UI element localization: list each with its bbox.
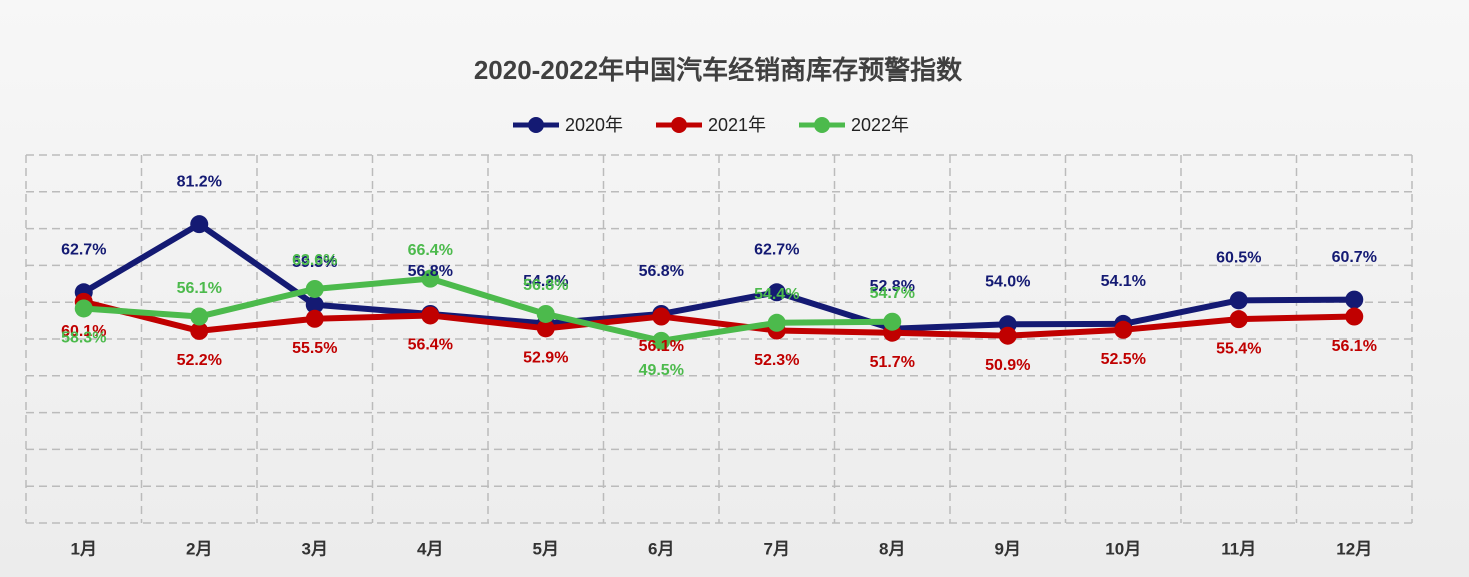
- data-label: 52.9%: [523, 350, 568, 367]
- data-label: 56.8%: [523, 277, 568, 294]
- x-tick-label: 3月: [302, 539, 328, 558]
- data-point: [1229, 310, 1248, 329]
- data-point: [767, 313, 786, 332]
- data-label: 52.8%: [870, 278, 915, 295]
- data-point: [1114, 320, 1133, 339]
- x-tick-label: 8月: [879, 539, 905, 558]
- data-label: 55.5%: [292, 340, 337, 357]
- legend-marker: [814, 117, 830, 133]
- data-point: [305, 295, 324, 314]
- data-label: 52.3%: [754, 352, 799, 369]
- x-tick-label: 10月: [1105, 539, 1141, 558]
- x-tick-label: 7月: [764, 539, 790, 558]
- legend-marker: [671, 117, 687, 133]
- data-label: 63.6%: [292, 252, 337, 269]
- data-point: [652, 307, 671, 326]
- data-label: 56.8%: [408, 263, 453, 280]
- data-point: [1345, 307, 1364, 326]
- series-line: [83, 275, 893, 344]
- legend-label: 2021年: [708, 115, 766, 135]
- data-point: [190, 307, 209, 326]
- data-label: 52.2%: [177, 352, 222, 369]
- x-tick-label: 12月: [1336, 539, 1372, 558]
- x-tick-label: 6月: [648, 539, 674, 558]
- data-point: [883, 312, 902, 331]
- data-label: 62.7%: [754, 241, 799, 258]
- data-point: [305, 309, 324, 328]
- legend-marker: [528, 117, 544, 133]
- legend-label: 2020年: [565, 115, 623, 135]
- x-tick-label: 4月: [417, 539, 443, 558]
- data-label: 58.3%: [61, 330, 106, 347]
- data-label: 60.5%: [1216, 250, 1261, 267]
- data-label: 49.5%: [639, 362, 684, 379]
- chart-title: 2020-2022年中国汽车经销商库存预警指数: [474, 55, 963, 85]
- x-tick-label: 2月: [186, 539, 212, 558]
- data-label: 60.1%: [61, 323, 106, 340]
- data-label: 55.4%: [1216, 340, 1261, 357]
- data-label: 54.0%: [985, 273, 1030, 290]
- data-point: [421, 269, 440, 288]
- data-label: 52.5%: [1101, 351, 1146, 368]
- data-label: 56.1%: [639, 338, 684, 355]
- data-label: 66.4%: [408, 242, 453, 259]
- data-point: [998, 326, 1017, 345]
- data-point: [1345, 290, 1364, 309]
- data-point: [421, 306, 440, 325]
- data-label: 54.2%: [523, 273, 568, 290]
- series-line: [83, 298, 1355, 339]
- data-point: [767, 283, 786, 302]
- data-label: 56.4%: [408, 337, 453, 354]
- data-point: [190, 321, 209, 340]
- data-point: [305, 279, 324, 298]
- data-point: [536, 319, 555, 338]
- data-point: [1229, 291, 1248, 310]
- data-point: [652, 331, 671, 350]
- data-label: 50.9%: [985, 357, 1030, 374]
- x-tick-label: 1月: [71, 539, 97, 558]
- data-point: [74, 299, 93, 318]
- data-label: 54.4%: [754, 286, 799, 303]
- x-tick-label: 5月: [533, 539, 559, 558]
- data-label: 59.3%: [292, 254, 337, 271]
- data-label: 56.1%: [177, 280, 222, 297]
- x-tick-label: 9月: [995, 539, 1021, 558]
- data-label: 56.8%: [639, 263, 684, 280]
- data-label: 81.2%: [177, 173, 222, 190]
- data-point: [536, 304, 555, 323]
- data-label: 54.1%: [1101, 273, 1146, 290]
- data-label: 56.1%: [1332, 338, 1377, 355]
- data-label: 51.7%: [870, 354, 915, 371]
- data-label: 60.7%: [1332, 249, 1377, 266]
- data-label: 62.7%: [61, 241, 106, 258]
- data-point: [190, 215, 209, 234]
- x-tick-label: 11月: [1221, 539, 1256, 558]
- legend-label: 2022年: [851, 115, 909, 135]
- data-label: 54.7%: [870, 285, 915, 302]
